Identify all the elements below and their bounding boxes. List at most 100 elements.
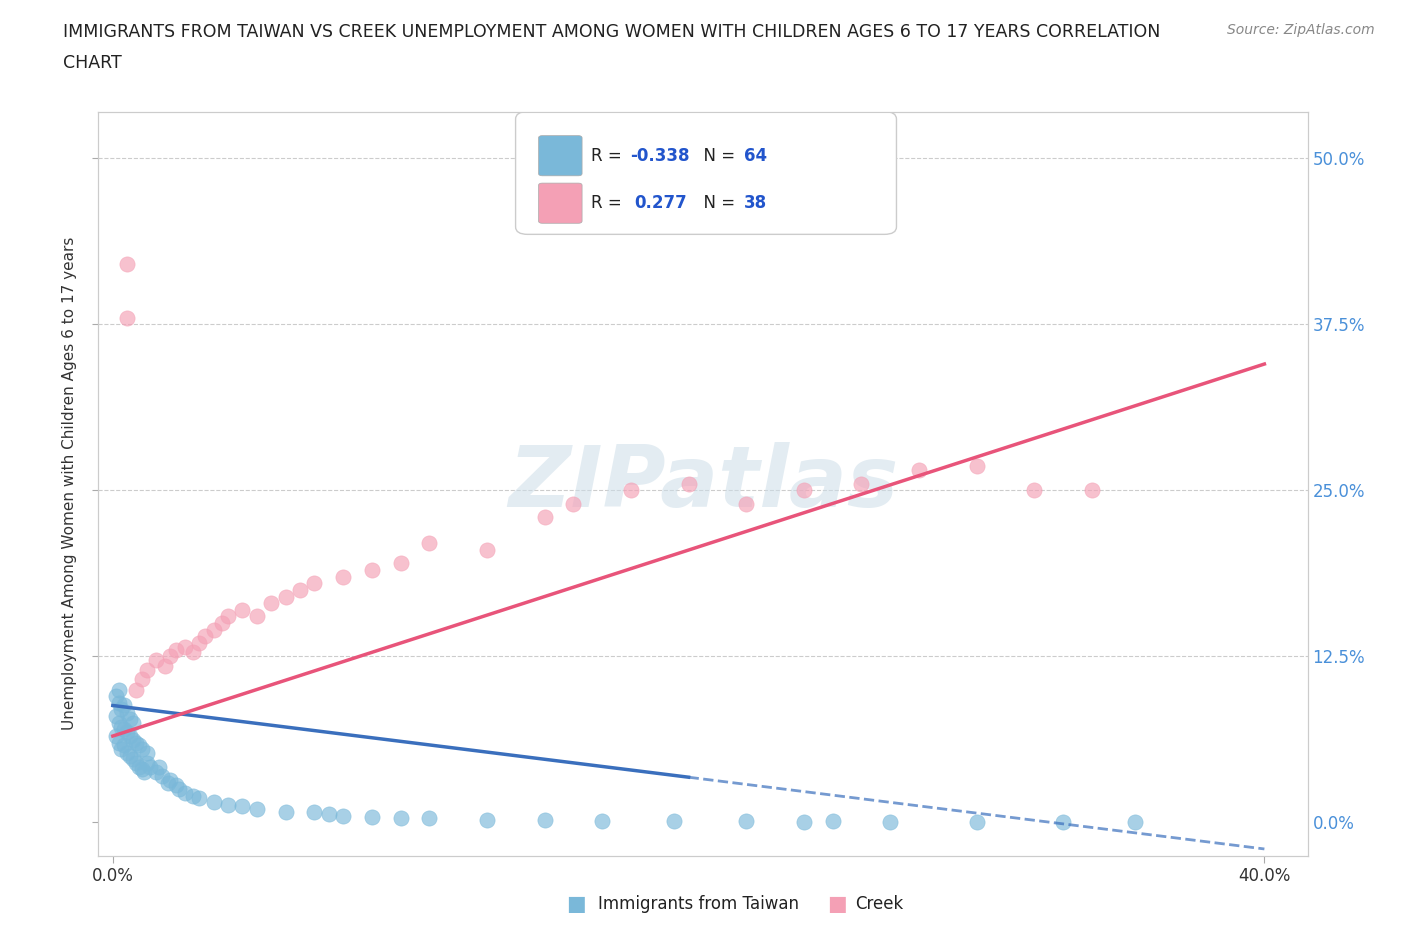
Point — [134, 764, 156, 779]
Point — [122, 733, 145, 748]
Point — [879, 815, 901, 830]
Point — [389, 811, 412, 826]
Point — [533, 510, 555, 525]
Point — [966, 458, 988, 473]
Point — [821, 814, 844, 829]
Point — [115, 706, 138, 721]
Text: Source: ZipAtlas.com: Source: ZipAtlas.com — [1227, 23, 1375, 37]
Point — [361, 563, 384, 578]
Point — [110, 742, 132, 757]
Point — [475, 812, 498, 827]
Point — [136, 755, 159, 770]
Point — [104, 709, 127, 724]
Point — [150, 768, 173, 783]
Point — [159, 649, 181, 664]
Text: 0.277: 0.277 — [634, 194, 686, 212]
Point — [107, 682, 129, 697]
Point — [274, 804, 297, 819]
Y-axis label: Unemployment Among Women with Children Ages 6 to 17 years: Unemployment Among Women with Children A… — [62, 237, 77, 730]
Point — [231, 603, 253, 618]
Text: Creek: Creek — [855, 895, 903, 913]
Point — [112, 698, 135, 713]
Point — [110, 719, 132, 734]
Point — [128, 737, 150, 752]
FancyBboxPatch shape — [516, 112, 897, 234]
Point — [156, 775, 179, 790]
Point — [107, 715, 129, 730]
Point — [104, 689, 127, 704]
Point — [188, 635, 211, 650]
Point — [115, 257, 138, 272]
Point — [183, 644, 205, 659]
Point — [793, 815, 815, 830]
Text: CHART: CHART — [63, 54, 122, 72]
Point — [288, 582, 311, 597]
Point — [112, 722, 135, 737]
Point — [115, 724, 138, 739]
Point — [131, 671, 153, 686]
Point — [145, 653, 167, 668]
Point — [202, 795, 225, 810]
Point — [112, 737, 135, 752]
Point — [107, 696, 129, 711]
Text: R =: R = — [591, 194, 631, 212]
Point — [211, 616, 233, 631]
Point — [131, 762, 153, 777]
Point — [159, 773, 181, 788]
Point — [120, 749, 142, 764]
Point — [664, 814, 686, 829]
Point — [145, 764, 167, 779]
Point — [591, 814, 613, 829]
Point — [120, 711, 142, 726]
Text: -0.338: -0.338 — [630, 147, 690, 165]
Point — [735, 814, 758, 829]
Point — [966, 815, 988, 830]
Point — [104, 728, 127, 743]
Text: ■: ■ — [567, 894, 586, 914]
Point — [231, 799, 253, 814]
Point — [418, 811, 440, 826]
Point — [562, 496, 585, 511]
Point — [173, 640, 195, 655]
Text: IMMIGRANTS FROM TAIWAN VS CREEK UNEMPLOYMENT AMONG WOMEN WITH CHILDREN AGES 6 TO: IMMIGRANTS FROM TAIWAN VS CREEK UNEMPLOY… — [63, 23, 1160, 41]
Point — [304, 804, 326, 819]
Point — [678, 476, 700, 491]
Point — [1080, 483, 1102, 498]
Point — [148, 759, 170, 774]
Point — [217, 798, 239, 813]
Point — [475, 542, 498, 557]
Point — [165, 777, 187, 792]
FancyBboxPatch shape — [538, 136, 582, 176]
Point — [153, 658, 176, 673]
Point — [122, 751, 145, 766]
Point — [173, 786, 195, 801]
Point — [1052, 815, 1074, 830]
Point — [183, 789, 205, 804]
Point — [851, 476, 873, 491]
Text: ZIPatlas: ZIPatlas — [508, 442, 898, 525]
Point — [217, 609, 239, 624]
Point — [389, 556, 412, 571]
Point — [908, 463, 931, 478]
Point — [136, 746, 159, 761]
Point — [274, 589, 297, 604]
Point — [304, 576, 326, 591]
Point — [1022, 483, 1045, 498]
Point — [1123, 815, 1146, 830]
Point — [165, 643, 187, 658]
Text: ■: ■ — [827, 894, 846, 914]
Point — [202, 622, 225, 637]
Point — [620, 483, 643, 498]
Point — [136, 662, 159, 677]
Text: N =: N = — [693, 194, 741, 212]
Point — [735, 496, 758, 511]
Point — [115, 310, 138, 325]
Point — [418, 536, 440, 551]
Point — [361, 810, 384, 825]
Point — [167, 782, 190, 797]
Point — [246, 609, 269, 624]
Point — [115, 746, 138, 761]
Text: 64: 64 — [744, 147, 768, 165]
Point — [125, 682, 148, 697]
Point — [122, 715, 145, 730]
